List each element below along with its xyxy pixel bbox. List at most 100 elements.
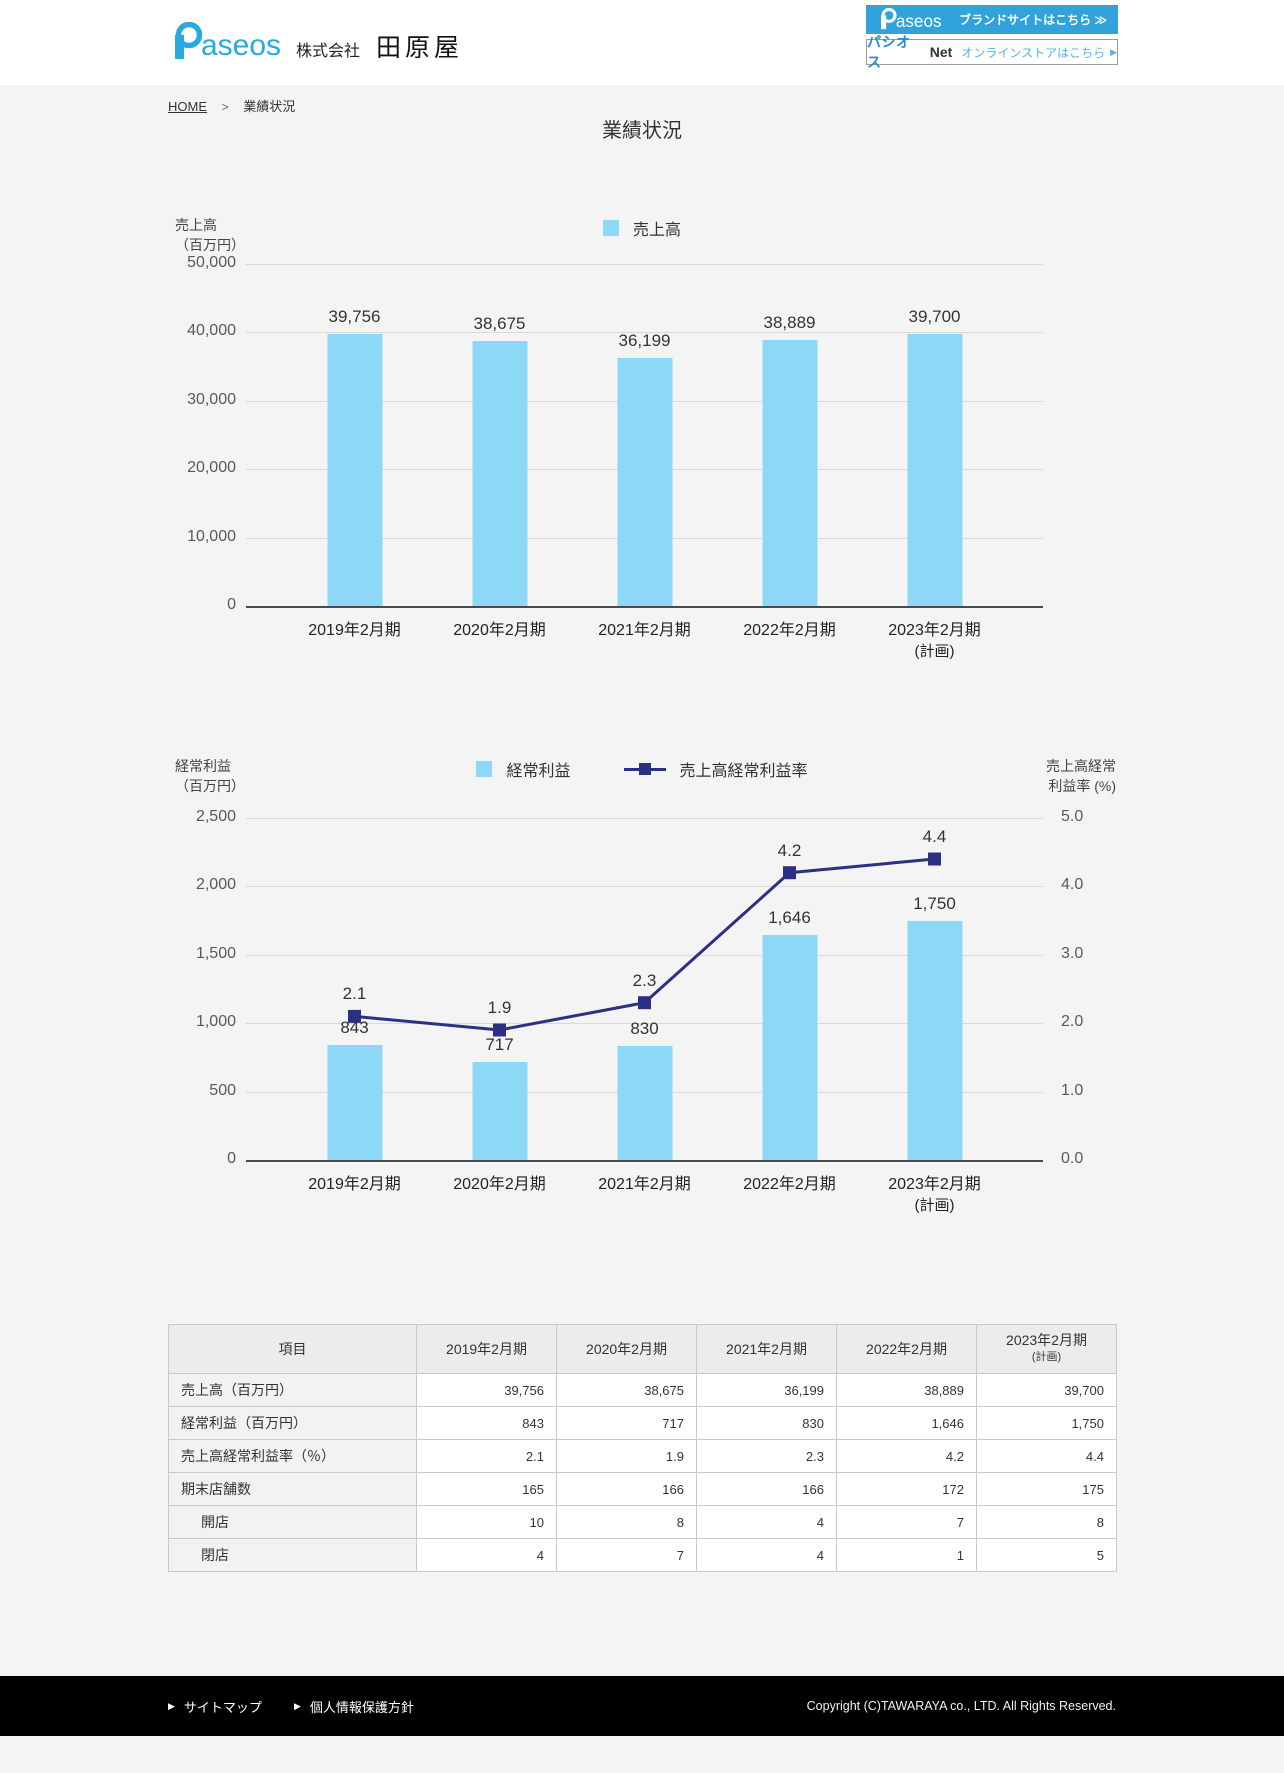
brand-site-button-label: ブランドサイトはこちら ≫ (959, 13, 1107, 27)
chart-band: 1,750 (862, 818, 1007, 1160)
bar (762, 935, 817, 1160)
x-axis-tick-label: 2019年2月期 (308, 1176, 401, 1193)
bar-value-label: 38,675 (473, 314, 526, 333)
bar-value-label: 830 (630, 1019, 659, 1038)
row-value: 166 (696, 1472, 837, 1506)
column-header: 2020年2月期 (556, 1324, 697, 1374)
y-axis-tick-left: 2,000 (195, 876, 236, 893)
breadcrumb-separator: > (221, 100, 229, 114)
y-axis-tick-left: 0 (227, 1150, 236, 1167)
row-value: 10 (416, 1505, 557, 1539)
left-axis-title: 売上高 （百万円） (175, 217, 245, 253)
chart-band: 36,199 (572, 264, 717, 606)
bar-value-label: 39,756 (328, 307, 381, 326)
site-footer: ▶ サイトマップ ▶ 個人情報保護方針 Copyright (C)TAWARAY… (0, 1676, 1284, 1736)
profit-combo-chart: 2,500 2,000 1,500 1,000 500 0 5.0 4.0 3.0 2.0 1.0 0… (168, 808, 1116, 1230)
x-axis-line (246, 1160, 1043, 1162)
table-body: 売上高（百万円） 39,756 38,675 36,199 38,889 39,700 経常… (168, 1373, 1117, 1572)
bar-value-label: 39,700 (908, 307, 961, 326)
bar (907, 921, 962, 1160)
x-axis-tick: 2021年2月期 (572, 620, 717, 662)
sales-bar-chart: 50,000 40,000 30,000 20,000 10,000 0 39,756 38,… (168, 254, 1116, 676)
header-buttons: aseos ブランドサイトはこちら ≫ パシオス Net オンラインストアはこちら… (866, 5, 1118, 70)
column-header-label: 2023年2月期 (1006, 1332, 1087, 1348)
row-value: 4.2 (836, 1439, 977, 1473)
row-value: 8 (976, 1505, 1117, 1539)
table-row: 売上高経常利益率（％） 2.1 1.9 2.3 4.2 4.4 (168, 1439, 1117, 1473)
chart-band: 38,675 (427, 264, 572, 606)
gridline (246, 955, 1043, 956)
row-label: 期末店舗数 (168, 1472, 417, 1506)
footer-link-privacy[interactable]: ▶ 個人情報保護方針 (293, 1699, 414, 1715)
sales-chart-section: 売上高 （百万円） 売上高 50,000 40,000 30,000 20,000 10… (168, 215, 1116, 676)
brand-site-button[interactable]: aseos ブランドサイトはこちら ≫ (866, 5, 1118, 34)
row-value: 175 (976, 1472, 1117, 1506)
chart-band: 39,700 (862, 264, 1007, 606)
x-axis-tick-note: (計画) (914, 1197, 955, 1214)
legend-bar-swatch (602, 220, 619, 236)
x-axis-tick: 2022年2月期 (717, 620, 862, 662)
chart-band: 830 (572, 818, 717, 1160)
row-value: 39,756 (416, 1373, 557, 1407)
bar-value-label: 717 (485, 1035, 514, 1054)
x-axis-tick: 2020年2月期 (427, 620, 572, 662)
gridline (246, 818, 1043, 819)
row-value: 5 (976, 1538, 1117, 1572)
breadcrumb: HOME > 業績状況 (168, 96, 295, 115)
row-value: 830 (696, 1406, 837, 1440)
row-label: 売上高（百万円） (168, 1373, 417, 1407)
bar (472, 1062, 527, 1160)
table-head: 項目 2019年2月期 2020年2月期 2021年2月期 2022年2月期 2023年2… (168, 1324, 1117, 1374)
row-value: 4.4 (976, 1439, 1117, 1473)
online-store-button[interactable]: パシオス Net オンラインストアはこちら ▶ (866, 34, 1118, 70)
footer-link-sitemap[interactable]: ▶ サイトマップ (168, 1699, 262, 1715)
bar-value-label: 1,750 (913, 894, 956, 913)
svg-text:aseos: aseos (201, 29, 280, 62)
page-title: 業績状況 (602, 120, 682, 142)
footer-links: ▶ サイトマップ ▶ 個人情報保護方針 (168, 1697, 414, 1716)
legend-line-marker (638, 763, 651, 775)
breadcrumb-home-link[interactable]: HOME (168, 99, 207, 114)
row-value: 38,889 (836, 1373, 977, 1407)
x-axis-tick-label: 2021年2月期 (598, 622, 691, 639)
paseos-logo-icon: aseos (175, 22, 280, 62)
line-marker (783, 866, 796, 880)
arrow-right-icon: ▶ (1110, 46, 1117, 57)
gridline (246, 264, 1043, 265)
legend-item-bar: 経常利益 (476, 757, 571, 781)
copyright: Copyright (C)TAWARAYA co., LTD. All Righ… (806, 1699, 1116, 1713)
profit-chart-section: 経常利益 （百万円） 経常利益 売上高経常利益率 売上高経常 利益率 (%) 2… (168, 756, 1116, 1230)
y-axis-tick-left: 10,000 (187, 528, 236, 545)
bar-value-label: 36,199 (618, 331, 671, 350)
x-axis-tick-label: 2020年2月期 (453, 622, 546, 639)
x-axis-tick-label: 2023年2月期 (888, 622, 981, 639)
x-axis-tick-label: 2022年2月期 (743, 622, 836, 639)
table-row: 開店 10 8 4 7 8 (168, 1505, 1117, 1539)
legend-bar-swatch (476, 761, 493, 777)
x-axis-tick-label: 2022年2月期 (743, 1176, 836, 1193)
row-label: 売上高経常利益率（％） (168, 1439, 417, 1473)
paseos-logo-icon: aseos (881, 7, 941, 30)
column-header: 2021年2月期 (696, 1324, 837, 1374)
y-axis-tick-left: 2,500 (195, 808, 236, 825)
y-axis-tick-right: 4.0 (1061, 876, 1084, 893)
x-axis-tick-label: 2021年2月期 (598, 1176, 691, 1193)
column-header-label: 項目 (278, 1340, 307, 1357)
x-axis-tick: 2021年2月期 (572, 1174, 717, 1216)
table-row: 売上高（百万円） 39,756 38,675 36,199 38,889 39,700 (168, 1373, 1117, 1407)
row-value: 39,700 (976, 1373, 1117, 1407)
legend-label: 売上高経常利益率 (679, 763, 808, 780)
y-axis-tick-left: 1,000 (195, 1013, 236, 1030)
column-header-label: 2021年2月期 (726, 1340, 807, 1357)
bar (762, 340, 817, 606)
bar-value-label: 1,646 (768, 908, 811, 927)
x-axis-tick: 2019年2月期 (282, 620, 427, 662)
plot-bands: 843 717 830 1,646 1,750 (282, 818, 1007, 1160)
breadcrumb-current: 業績状況 (243, 99, 296, 114)
row-value: 4 (696, 1538, 837, 1572)
store-net-text: Net (929, 44, 953, 60)
x-axis-tick-label: 2020年2月期 (453, 1176, 546, 1193)
legend-label: 経常利益 (506, 763, 571, 780)
site-logo[interactable]: aseos 株式会社 田原屋 (168, 22, 463, 64)
store-brand-text: パシオス (867, 34, 911, 70)
